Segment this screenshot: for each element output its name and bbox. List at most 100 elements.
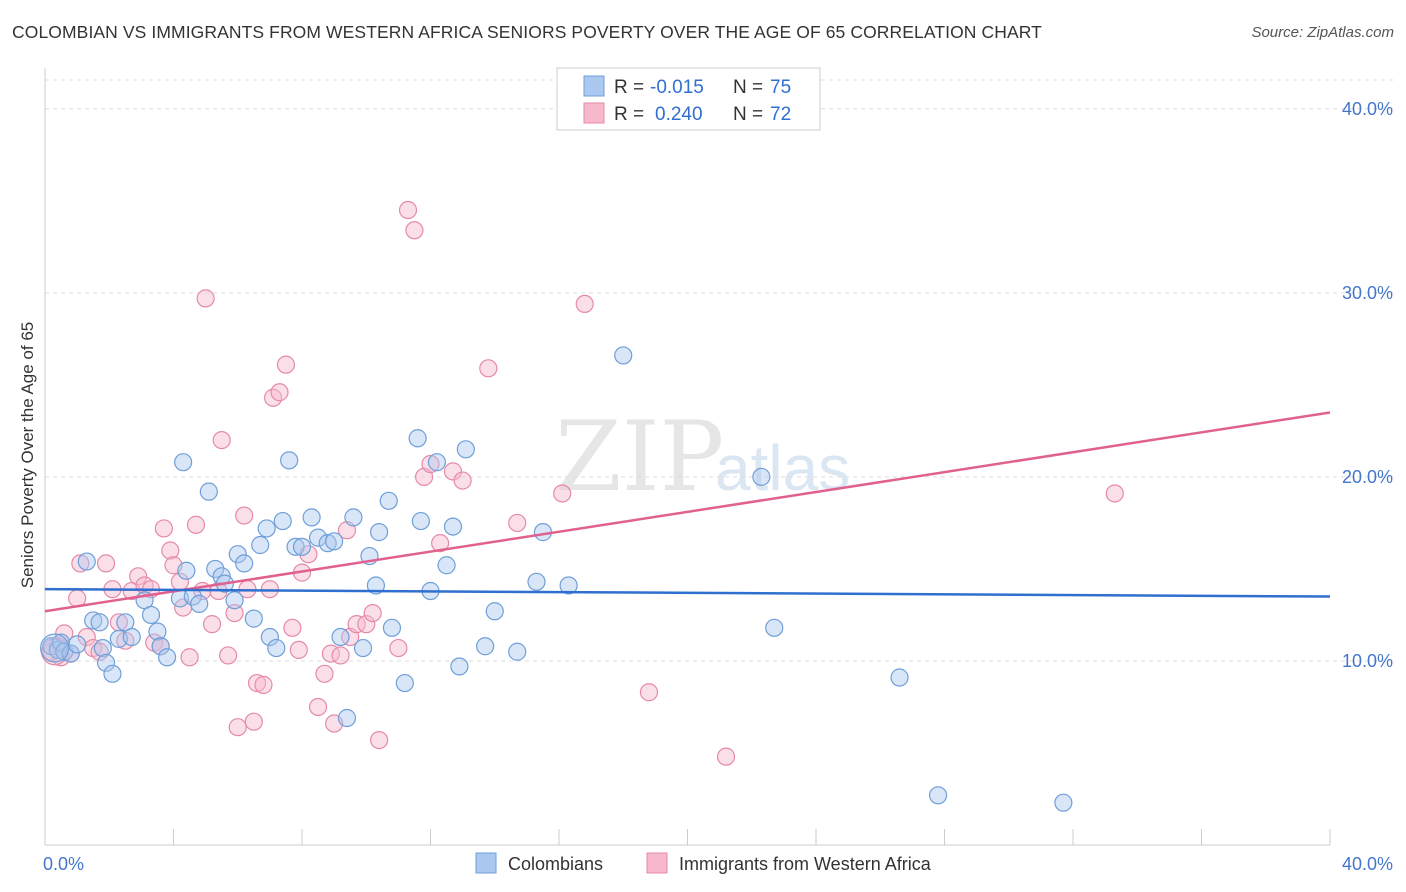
point-immigrants xyxy=(1105,484,1124,503)
trendline-immigrants xyxy=(44,411,1331,613)
point-immigrants xyxy=(283,618,302,637)
point-immigrants xyxy=(308,697,328,717)
point-immigrants xyxy=(508,513,527,533)
point-colombians xyxy=(157,648,177,667)
bottom-legend-label-immigrants: Immigrants from Western Africa xyxy=(679,854,932,874)
point-colombians xyxy=(928,786,948,805)
point-immigrants xyxy=(219,646,238,665)
x-tick-labels: 0.0% 40.0% xyxy=(43,854,1393,874)
point-immigrants xyxy=(202,615,222,634)
legend-n-label-1: N = xyxy=(733,77,763,98)
point-colombians xyxy=(225,591,244,610)
point-immigrants xyxy=(228,718,247,737)
point-immigrants xyxy=(315,664,334,683)
point-immigrants xyxy=(270,383,289,402)
point-immigrants xyxy=(212,430,231,450)
point-colombians xyxy=(244,609,263,628)
point-immigrants xyxy=(289,640,308,660)
point-colombians xyxy=(292,537,312,556)
point-immigrants xyxy=(77,627,96,647)
point-colombians xyxy=(411,511,430,531)
point-colombians xyxy=(508,642,527,661)
y-tick-label: 10.0% xyxy=(1342,651,1393,671)
point-immigrants xyxy=(71,554,90,573)
point-immigrants xyxy=(453,471,472,490)
point-colombians xyxy=(280,451,299,470)
y-tick-label: 40.0% xyxy=(1342,99,1393,119)
point-colombians xyxy=(96,653,116,672)
point-immigrants xyxy=(553,484,572,503)
point-colombians xyxy=(752,467,771,487)
point-colombians xyxy=(260,627,279,647)
point-colombians xyxy=(273,511,292,531)
point-immigrants xyxy=(370,730,389,750)
point-immigrants xyxy=(421,454,440,474)
point-colombians xyxy=(765,618,784,637)
point-immigrants xyxy=(639,683,659,702)
point-colombians xyxy=(325,532,344,551)
point-immigrants xyxy=(443,462,463,481)
legend-r-value-2: 0.240 xyxy=(655,104,703,125)
point-colombians xyxy=(408,429,427,448)
trendlines xyxy=(44,411,1331,613)
point-colombians xyxy=(1054,793,1073,812)
point-colombians xyxy=(267,638,286,658)
y-tick-label: 30.0% xyxy=(1342,283,1393,303)
point-colombians xyxy=(177,561,196,580)
bottom-legend-swatch-immigrants xyxy=(646,852,668,874)
correlation-legend: R = -0.015 N = 75 R = 0.240 N = 72 xyxy=(556,67,821,131)
trendline-colombians xyxy=(44,587,1331,598)
point-colombians xyxy=(890,668,909,687)
point-colombians xyxy=(190,594,209,613)
point-immigrants xyxy=(196,289,215,308)
watermark-zip: ZIP xyxy=(555,401,724,513)
y-tick-label: 20.0% xyxy=(1342,467,1393,487)
point-immigrants xyxy=(260,580,279,599)
point-immigrants xyxy=(276,355,296,374)
point-immigrants xyxy=(389,638,408,658)
point-colombians xyxy=(427,453,447,472)
point-colombians xyxy=(302,508,321,527)
series-immigrants-western-africa-points xyxy=(41,200,1124,766)
point-immigrants xyxy=(575,294,594,313)
point-colombians xyxy=(437,556,456,575)
point-immigrants xyxy=(235,506,254,525)
point-colombians xyxy=(456,440,475,459)
legend-swatch-colombians xyxy=(583,75,605,97)
legend-n-value-1: 75 xyxy=(770,77,791,98)
point-immigrants xyxy=(186,515,206,534)
x-tick-label-min: 0.0% xyxy=(43,854,84,874)
point-colombians xyxy=(443,517,463,536)
point-colombians xyxy=(379,491,398,510)
point-immigrants xyxy=(247,673,267,693)
point-colombians xyxy=(84,611,103,630)
point-immigrants xyxy=(96,554,116,573)
y-axis-title: Seniors Poverty Over the Age of 65 xyxy=(18,322,37,588)
point-immigrants xyxy=(161,541,180,560)
point-colombians xyxy=(257,519,276,538)
series-legend: Colombians Immigrants from Western Afric… xyxy=(475,852,932,874)
point-immigrants xyxy=(154,519,173,538)
point-colombians xyxy=(228,545,247,564)
legend-r-label-2: R = xyxy=(614,104,644,125)
x-tick-label-max: 40.0% xyxy=(1342,854,1393,874)
point-immigrants xyxy=(431,534,450,553)
point-colombians xyxy=(337,708,357,728)
point-immigrants xyxy=(347,615,366,634)
point-colombians xyxy=(251,535,270,555)
point-immigrants xyxy=(357,615,376,634)
point-colombians xyxy=(476,637,495,656)
point-colombians xyxy=(141,605,161,625)
series-colombians-points xyxy=(40,346,1073,812)
point-colombians xyxy=(370,523,389,542)
point-colombians xyxy=(61,644,80,663)
legend-n-value-2: 72 xyxy=(770,104,791,125)
point-colombians xyxy=(366,576,385,595)
point-immigrants xyxy=(244,712,263,731)
watermark-atlas: atlas xyxy=(715,432,850,504)
legend-n-label-2: N = xyxy=(733,104,763,125)
point-colombians xyxy=(450,657,469,676)
point-colombians xyxy=(318,534,337,553)
point-immigrants xyxy=(225,603,244,623)
